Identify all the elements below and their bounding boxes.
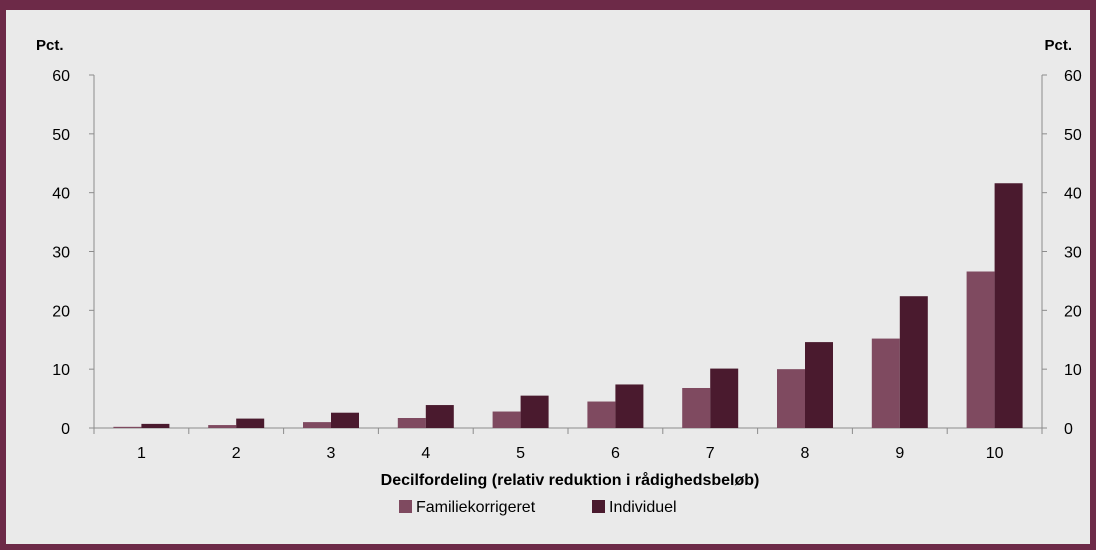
y-tick-label-right: 0 [1064, 421, 1073, 438]
bar-familiekorrigeret-4 [397, 417, 426, 428]
bar-individuel-3 [331, 412, 359, 428]
y-tick-label-right: 30 [1064, 245, 1082, 262]
y-tick-label-right: 60 [1064, 68, 1082, 85]
bar-individuel-6 [615, 384, 644, 428]
bar-familiekorrigeret-7 [682, 387, 711, 428]
chart-frame: Pct. Pct. 0 0 10 10 20 20 30 30 40 40 50 50 60 60 1 2 3 4… [6, 10, 1090, 544]
bar-chart: Pct. Pct. 0 0 10 10 20 20 30 30 40 40 50 50 60 60 1 2 3 4… [36, 37, 1082, 516]
y-tick-label-right: 50 [1064, 127, 1082, 144]
y-tick-label-left: 60 [52, 68, 70, 85]
x-axis-title: Decilfordeling (relativ reduktion i rådi… [381, 471, 760, 489]
bar-familiekorrigeret-8 [777, 369, 805, 428]
y-tick-label-left: 10 [52, 362, 70, 379]
y-tick-label-left: 40 [52, 186, 70, 203]
x-tick-label: 6 [611, 445, 620, 462]
bar-individuel-1 [141, 423, 170, 428]
x-tick-label: 4 [421, 445, 430, 462]
bar-familiekorrigeret-9 [871, 338, 900, 428]
bar-individuel-5 [520, 395, 549, 428]
bar-familiekorrigeret-6 [587, 401, 616, 428]
x-tick-label: 5 [516, 445, 525, 462]
bars [113, 183, 1023, 428]
y-tick-label-left: 20 [52, 303, 70, 320]
y-tick-label-left: 50 [52, 127, 70, 144]
y-tick-label-right: 10 [1064, 362, 1082, 379]
bar-individuel-9 [899, 296, 928, 428]
legend-label-individuel: Individuel [609, 499, 677, 516]
legend-label-familiekorrigeret: Familiekorrigeret [416, 499, 536, 516]
x-tick-label: 1 [137, 445, 146, 462]
bar-individuel-10 [994, 183, 1023, 428]
y-tick-label-right: 40 [1064, 186, 1082, 203]
legend-swatch-familiekorrigeret [399, 500, 412, 513]
x-tick-label: 3 [327, 445, 336, 462]
y-tick-label-left: 30 [52, 245, 70, 262]
bar-individuel-2 [236, 418, 265, 428]
legend-swatch-individuel [592, 500, 605, 513]
bar-familiekorrigeret-1 [113, 426, 142, 428]
x-tick-label: 2 [232, 445, 241, 462]
bar-familiekorrigeret-10 [966, 271, 995, 428]
bar-individuel-7 [710, 368, 739, 428]
legend: Familiekorrigeret Individuel [399, 499, 677, 516]
y-axis-unit-left: Pct. [36, 37, 64, 54]
x-tick-label: 7 [706, 445, 715, 462]
tick-labels: 0 0 10 10 20 20 30 30 40 40 50 50 60 60 1 2 3 4 5 6 7 8 9 10 [52, 68, 1082, 462]
x-tick-label: 8 [801, 445, 810, 462]
y-tick-label-right: 20 [1064, 303, 1082, 320]
bar-familiekorrigeret-3 [303, 422, 331, 428]
y-axis-unit-right: Pct. [1044, 37, 1072, 54]
bar-individuel-8 [805, 342, 833, 428]
x-tick-label: 9 [895, 445, 904, 462]
bar-individuel-4 [425, 405, 454, 428]
bar-familiekorrigeret-2 [208, 425, 237, 428]
y-tick-label-left: 0 [61, 421, 70, 438]
bar-familiekorrigeret-5 [492, 411, 521, 428]
x-tick-label: 10 [986, 445, 1004, 462]
